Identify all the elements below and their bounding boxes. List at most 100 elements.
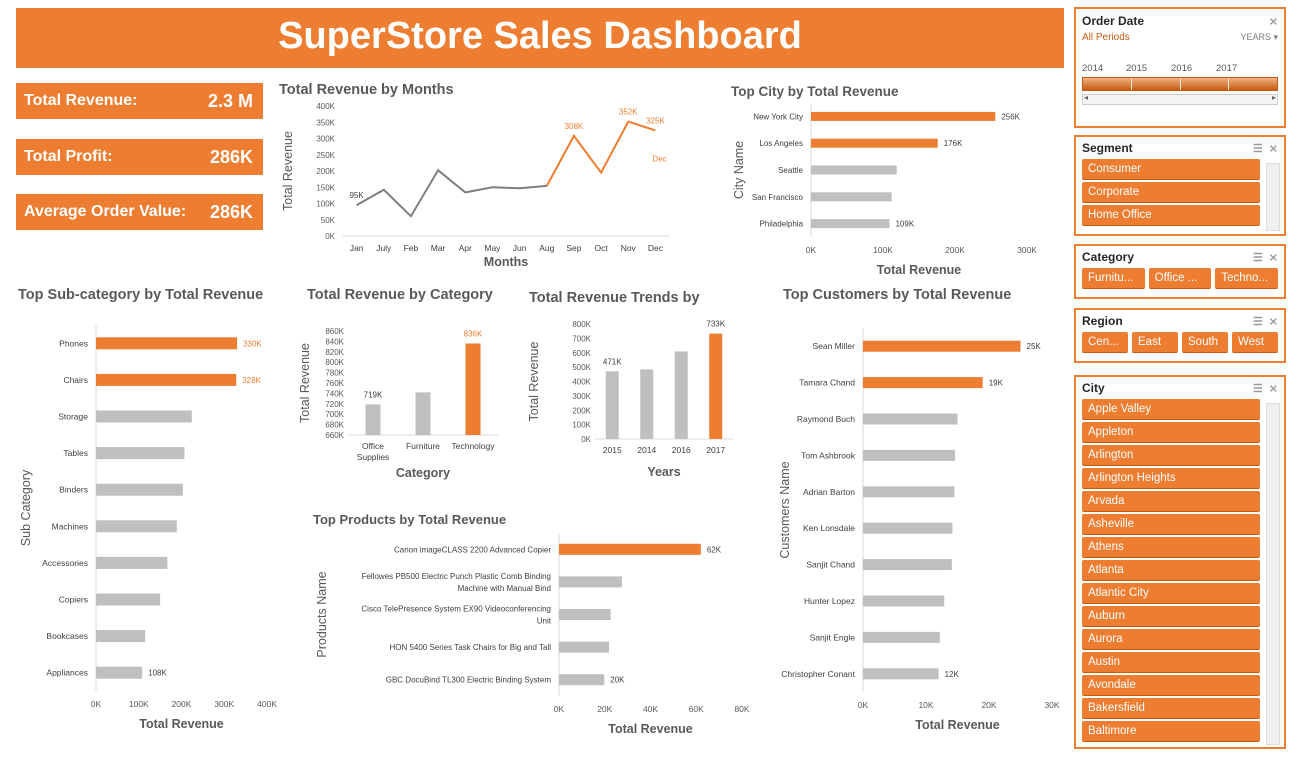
- chart-title-customers: Top Customers by Total Revenue: [783, 287, 1012, 303]
- slicer-item[interactable]: Arlington: [1082, 445, 1260, 466]
- bar: [811, 111, 996, 121]
- tick-label: 820K: [325, 348, 344, 357]
- slicer-item[interactable]: Avondale: [1082, 675, 1260, 696]
- category-label: 2017: [706, 445, 725, 455]
- category-label: Sep: [566, 243, 581, 253]
- bar: [96, 666, 143, 679]
- category-label: Office: [362, 441, 384, 451]
- timeline-bar[interactable]: [1082, 77, 1278, 91]
- slicer-item[interactable]: Apple Valley: [1082, 399, 1260, 420]
- bar: [811, 138, 938, 148]
- bar-chart-subcategory: Phones 330K Chairs 328K Storage Tables Binders…: [19, 325, 277, 731]
- tick-label: 200K: [945, 245, 965, 255]
- y-axis-label: Customers Name: [778, 461, 792, 558]
- slicer-item[interactable]: West: [1232, 332, 1278, 353]
- bar: [96, 483, 183, 496]
- tick-label: 250K: [316, 151, 335, 160]
- category-label: Bookcases: [46, 631, 88, 641]
- slicer-item[interactable]: Athens: [1082, 537, 1260, 558]
- slicer-item[interactable]: Corporate: [1082, 182, 1260, 203]
- bar: [96, 410, 192, 423]
- slicer-item[interactable]: Bakersfield: [1082, 698, 1260, 719]
- slicer-title: Region: [1082, 314, 1123, 328]
- clear-filter-icon[interactable]: ⨯: [1268, 251, 1278, 264]
- data-label: 308K: [565, 122, 584, 131]
- timeline-scrollbar[interactable]: ◂ ▸: [1082, 93, 1278, 105]
- bar: [415, 392, 431, 435]
- y-axis-label: City Name: [732, 141, 746, 199]
- slicer-item[interactable]: Austin: [1082, 652, 1260, 673]
- tick-label: 0K: [554, 704, 565, 714]
- slicer-item[interactable]: Techno...: [1215, 268, 1279, 289]
- data-label: 352K: [619, 108, 638, 117]
- tick-label: 400K: [316, 102, 335, 111]
- slicer-category[interactable]: Category ☰ ⨯ Furnitu... Office ... Techno…: [1074, 244, 1286, 299]
- multi-select-icon[interactable]: ☰: [1252, 382, 1263, 395]
- tick-label: 100K: [316, 200, 335, 209]
- slicer-item[interactable]: Auburn: [1082, 606, 1260, 627]
- category-label: Ken Lonsdale: [803, 523, 855, 533]
- slicer-item[interactable]: Atlantic City: [1082, 583, 1260, 604]
- slicer-item[interactable]: Consumer: [1082, 159, 1260, 180]
- bar: [811, 219, 890, 229]
- tick-label: 0K: [581, 435, 591, 444]
- data-label: 12K: [945, 670, 960, 679]
- slicer-item[interactable]: Arvada: [1082, 491, 1260, 512]
- tick-label: 200K: [316, 167, 335, 176]
- slicer-region[interactable]: Region ☰ ⨯ Cen... East South West: [1074, 308, 1286, 363]
- tick-label: 30K: [1044, 700, 1059, 710]
- bar-chart-years: 0K 100K 200K 300K 400K 500K 600K 700K 800K 2015 47…: [527, 320, 733, 479]
- slicer-item[interactable]: Baltimore: [1082, 721, 1260, 742]
- year-label: 2016: [1171, 63, 1193, 74]
- bar: [559, 609, 611, 620]
- clear-filter-icon[interactable]: ⨯: [1268, 15, 1278, 28]
- slicer-item[interactable]: Home Office: [1082, 205, 1260, 226]
- multi-select-icon[interactable]: ☰: [1252, 142, 1263, 155]
- y-axis-label: Sub Category: [19, 469, 33, 546]
- scroll-left-icon[interactable]: ◂: [1084, 93, 1089, 102]
- clear-filter-icon[interactable]: ⨯: [1268, 382, 1278, 395]
- multi-select-icon[interactable]: ☰: [1252, 251, 1263, 264]
- slicer-item[interactable]: Appleton: [1082, 422, 1260, 443]
- slicer-scrollbar[interactable]: [1266, 403, 1280, 745]
- bar: [559, 576, 622, 588]
- slicer-scrollbar[interactable]: [1266, 163, 1280, 231]
- category-label: Feb: [404, 243, 419, 253]
- slicer-item[interactable]: Asheville: [1082, 514, 1260, 535]
- category-label: Storage: [58, 412, 88, 422]
- kpi-label: Total Profit:: [24, 148, 113, 165]
- slicer-item[interactable]: Atlanta: [1082, 560, 1260, 581]
- category-label: Seattle: [778, 166, 803, 175]
- slicer-item[interactable]: Cen...: [1082, 332, 1128, 353]
- slicer-item[interactable]: Aurora: [1082, 629, 1260, 650]
- slicer-item[interactable]: Office ...: [1148, 268, 1212, 289]
- year-label: 2017: [1216, 63, 1238, 74]
- slicer-order-date[interactable]: Order Date ⨯ All Periods YEARS ▾ 2014 20…: [1074, 7, 1286, 128]
- slicer-segment[interactable]: Segment ☰ ⨯ Consumer Corporate Home Offic…: [1074, 135, 1286, 236]
- bar: [674, 351, 688, 439]
- tick-label: 680K: [325, 421, 344, 430]
- slicer-item[interactable]: South: [1182, 332, 1228, 353]
- tick-label: 740K: [325, 389, 344, 398]
- tick-label: 20K: [597, 704, 612, 714]
- slicer-city[interactable]: City ☰ ⨯ Apple Valley Appleton Arlington Arl…: [1074, 375, 1286, 749]
- slicer-item[interactable]: East: [1132, 332, 1178, 353]
- time-level-dropdown[interactable]: YEARS ▾: [1240, 32, 1278, 42]
- clear-filter-icon[interactable]: ⨯: [1268, 315, 1278, 328]
- tick-label: 80K: [734, 704, 749, 714]
- data-label: 836K: [464, 329, 483, 338]
- slicer-item[interactable]: Furnitu...: [1082, 268, 1145, 289]
- bar: [96, 520, 177, 533]
- category-label: Jan: [350, 243, 364, 253]
- bar: [811, 165, 897, 175]
- tick-label: 860K: [325, 327, 344, 336]
- tick-label: 720K: [325, 400, 344, 409]
- clear-filter-icon[interactable]: ⨯: [1268, 142, 1278, 155]
- multi-select-icon[interactable]: ☰: [1252, 315, 1263, 328]
- scroll-right-icon[interactable]: ▸: [1271, 93, 1276, 102]
- y-axis-label: Total Revenue: [527, 341, 541, 421]
- data-label: 62K: [707, 545, 722, 554]
- slicer-item[interactable]: Arlington Heights: [1082, 468, 1260, 489]
- x-axis-label: Years: [647, 465, 680, 479]
